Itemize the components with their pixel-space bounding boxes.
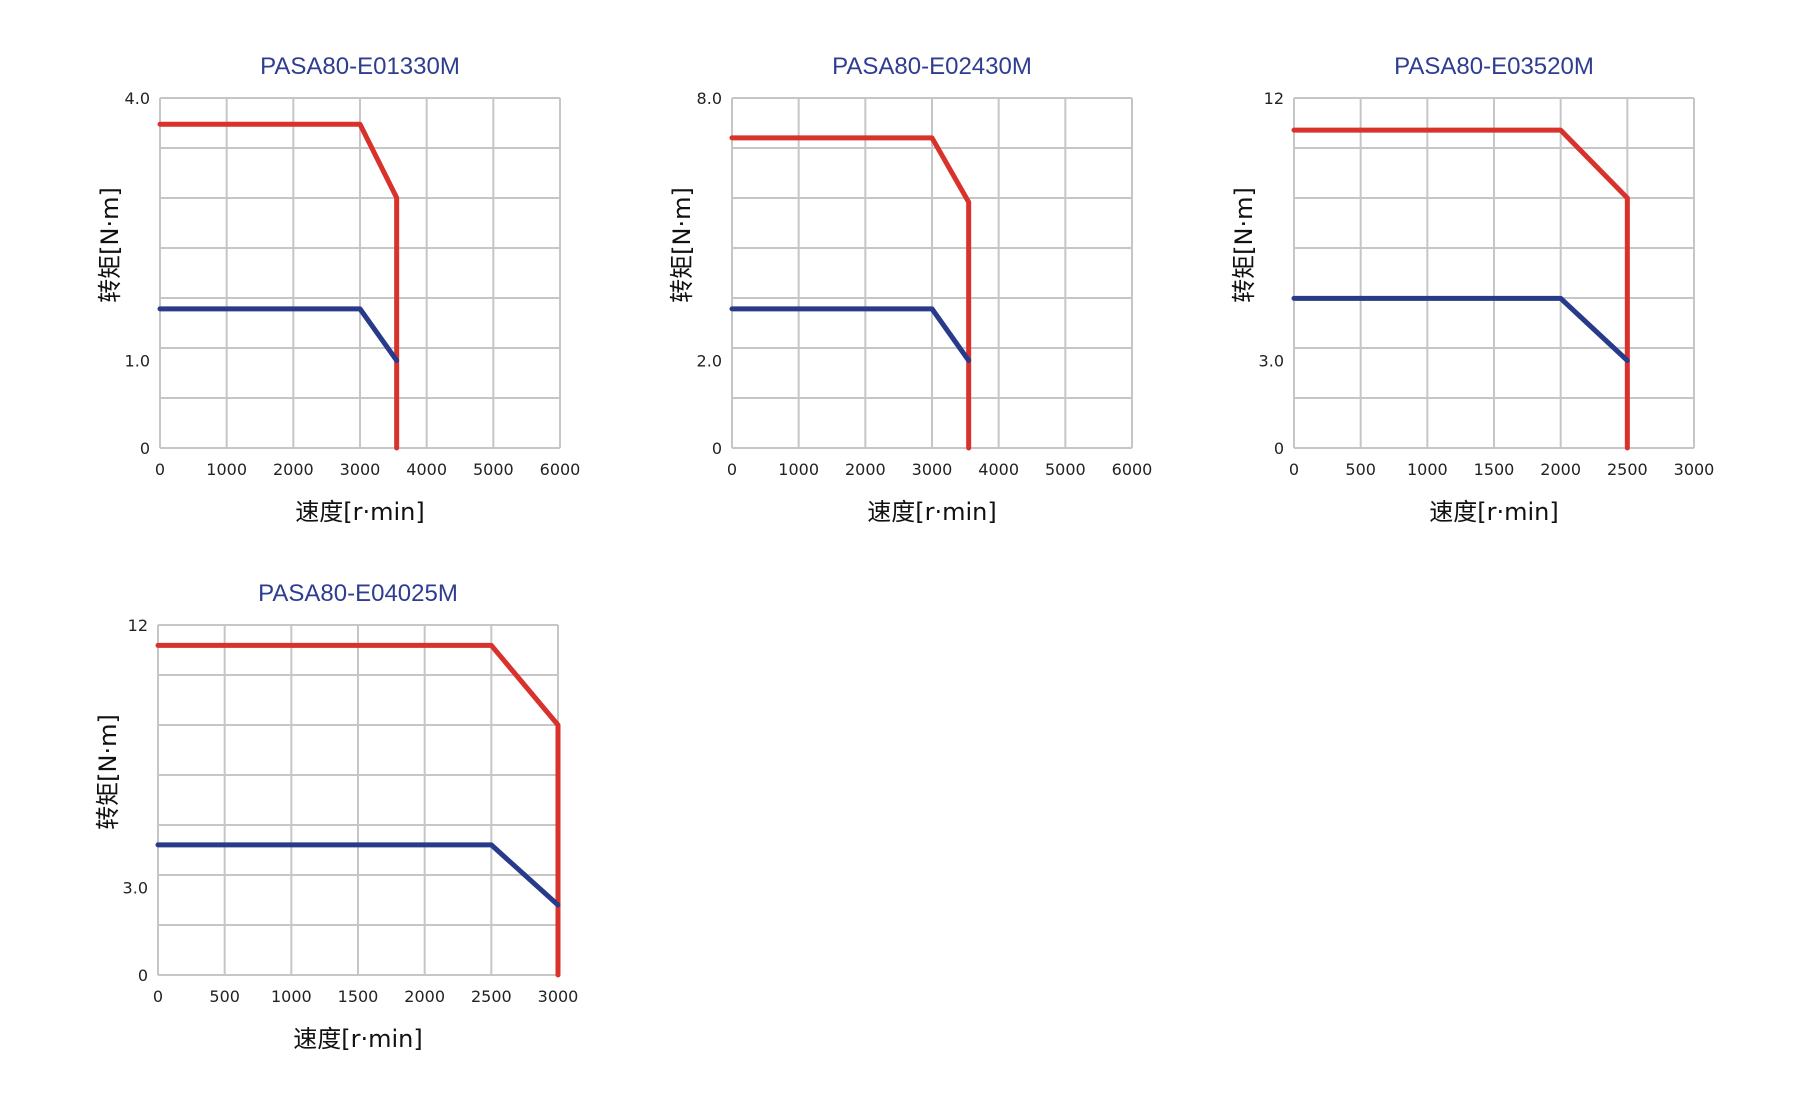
chart-pasa80-e03520m: PASA80-E03520M 0 500 1000 1500 2000 2500 3000 0 3…	[1230, 53, 1715, 526]
x-tick-label: 2000	[273, 460, 314, 479]
chart-title: PASA80-E01330M	[260, 53, 460, 80]
series-line-peak	[157, 121, 400, 451]
x-axis-label: 速度[r·min]	[293, 1025, 422, 1053]
y-tick-label: 1.0	[125, 352, 150, 371]
series-line-peak	[155, 642, 561, 978]
x-tick-label: 6000	[540, 460, 581, 479]
x-tick-label: 3000	[912, 460, 953, 479]
x-tick-label: 3000	[1674, 460, 1715, 479]
x-tick-label: 0	[1289, 460, 1299, 479]
y-axis-label: 转矩[N·m]	[96, 187, 124, 303]
x-axis-label: 速度[r·min]	[295, 498, 424, 526]
y-tick-label: 4.0	[125, 89, 150, 108]
x-tick-label: 2000	[845, 460, 886, 479]
x-tick-label: 3000	[538, 987, 579, 1006]
chart-pasa80-e04025m: PASA80-E04025M 0 500 1000 1500 2000 2500 3000 0 3…	[94, 580, 579, 1053]
x-tick-label: 5000	[1045, 460, 1086, 479]
y-tick-label: 8.0	[697, 89, 722, 108]
x-tick-label: 1500	[338, 987, 379, 1006]
chart-pasa80-e02430m: PASA80-E02430M 0 1000 2000 3000 4000 5000 6000 0…	[668, 53, 1153, 526]
x-axis-label: 速度[r·min]	[1429, 498, 1558, 526]
series-line-rated	[157, 306, 400, 363]
chart-title: PASA80-E04025M	[258, 580, 458, 607]
x-tick-label: 5000	[473, 460, 514, 479]
x-tick-label: 2500	[1607, 460, 1648, 479]
x-tick-label: 1000	[778, 460, 819, 479]
series-line-rated	[155, 842, 561, 908]
y-tick-label: 0	[1274, 439, 1284, 458]
y-tick-label: 3.0	[1259, 352, 1284, 371]
x-tick-label: 1500	[1474, 460, 1515, 479]
x-tick-label: 1000	[271, 987, 312, 1006]
chart-title: PASA80-E02430M	[832, 53, 1032, 80]
y-tick-label: 2.0	[697, 352, 722, 371]
x-tick-label: 2000	[404, 987, 445, 1006]
x-tick-label: 3000	[340, 460, 381, 479]
x-tick-label: 6000	[1112, 460, 1153, 479]
x-tick-label: 0	[155, 460, 165, 479]
y-tick-label: 0	[138, 966, 148, 985]
series-line-peak	[1291, 127, 1630, 451]
x-axis-label: 速度[r·min]	[867, 498, 996, 526]
y-tick-label: 0	[712, 439, 722, 458]
series-line-peak	[729, 135, 972, 451]
x-tick-label: 1000	[1407, 460, 1448, 479]
x-tick-label: 2500	[471, 987, 512, 1006]
chart-pasa80-e01330m: PASA80-E01330M 0 1000 2000 3000 4000 5000 6000 0…	[96, 53, 581, 526]
x-tick-label: 0	[727, 460, 737, 479]
y-axis-label: 转矩[N·m]	[668, 187, 696, 303]
x-tick-label: 1000	[206, 460, 247, 479]
y-tick-label: 12	[128, 616, 148, 635]
x-tick-label: 4000	[406, 460, 447, 479]
series-line-rated	[1291, 295, 1630, 363]
y-axis-label: 转矩[N·m]	[94, 714, 122, 830]
y-tick-label: 12	[1264, 89, 1284, 108]
x-tick-label: 0	[153, 987, 163, 1006]
x-tick-label: 2000	[1540, 460, 1581, 479]
y-tick-label: 3.0	[123, 879, 148, 898]
x-tick-label: 500	[209, 987, 240, 1006]
x-tick-label: 500	[1345, 460, 1376, 479]
y-tick-label: 0	[140, 439, 150, 458]
series-line-rated	[729, 306, 972, 363]
chart-title: PASA80-E03520M	[1394, 53, 1594, 80]
y-axis-label: 转矩[N·m]	[1230, 187, 1258, 303]
x-tick-label: 4000	[978, 460, 1019, 479]
